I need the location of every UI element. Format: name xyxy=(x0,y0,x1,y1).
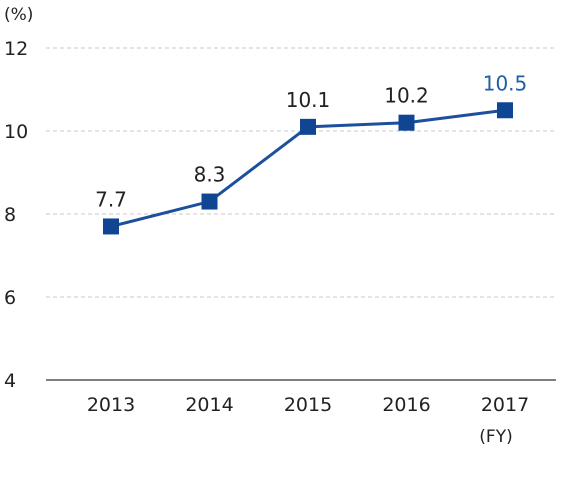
x-tick-label: 2013 xyxy=(87,394,135,416)
data-point-marker xyxy=(300,118,316,135)
y-axis-unit-label: (%) xyxy=(4,5,33,25)
grid-lines xyxy=(46,47,556,298)
data-point-marker xyxy=(201,193,218,210)
x-tick-label: 2015 xyxy=(284,394,332,416)
data-label: 10.2 xyxy=(384,84,429,108)
y-tick-label: 6 xyxy=(4,287,16,309)
y-tick-label: 8 xyxy=(4,204,16,226)
data-point-marker xyxy=(497,102,513,119)
x-axis-unit-label: (FY) xyxy=(479,427,512,447)
y-axis-ticks: 4 6 8 10 12 xyxy=(4,38,28,392)
data-label: 10.5 xyxy=(483,71,528,95)
data-point-marker xyxy=(398,114,415,131)
data-label: 7.7 xyxy=(95,187,127,211)
data-point-marker xyxy=(103,218,119,235)
y-tick-label: 4 xyxy=(4,370,16,392)
data-label: 10.1 xyxy=(286,88,331,112)
data-label: 8.3 xyxy=(194,163,226,187)
data-markers xyxy=(103,102,513,235)
y-tick-label: 10 xyxy=(4,121,28,143)
data-labels: 7.7 8.3 10.1 10.2 10.5 xyxy=(95,71,527,211)
y-tick-label: 12 xyxy=(4,38,28,60)
x-tick-label: 2014 xyxy=(185,394,233,416)
x-tick-label: 2016 xyxy=(382,394,430,416)
x-tick-label: 2017 xyxy=(481,394,529,416)
x-axis-ticks: 2013 2014 2015 2016 2017 xyxy=(87,394,529,416)
